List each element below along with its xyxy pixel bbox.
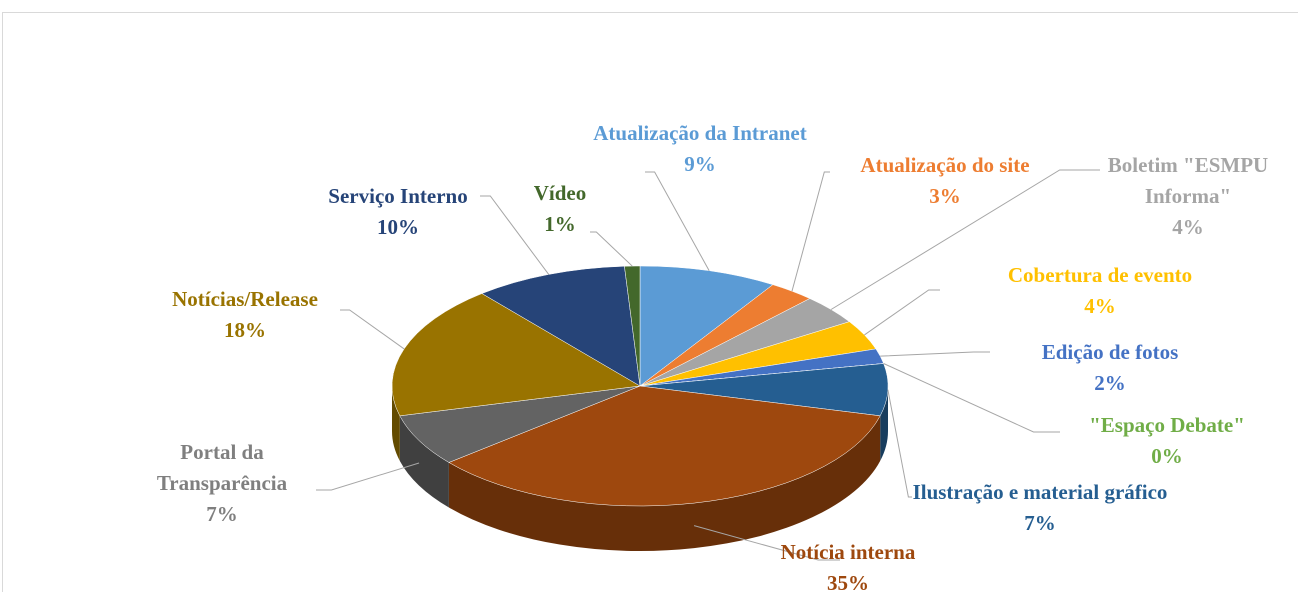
value-label: 2% <box>995 368 1225 399</box>
category-label: Portal da Transparência <box>132 437 312 499</box>
category-label: Serviço Interno <box>288 181 508 212</box>
category-label: Boletim "ESMPU Informa" <box>1098 150 1278 212</box>
leader-line <box>864 290 940 335</box>
value-label: 4% <box>970 291 1230 322</box>
category-label: Notícia interna <box>733 537 963 568</box>
value-label: 3% <box>815 181 1075 212</box>
category-label: Atualização do site <box>815 150 1075 181</box>
category-label: Vídeo <box>500 178 620 209</box>
value-label: 4% <box>1098 212 1278 243</box>
data-label: "Espaço Debate"0% <box>1052 410 1282 472</box>
category-label: Ilustração e material gráfico <box>905 477 1175 508</box>
category-label: "Espaço Debate" <box>1052 410 1282 441</box>
value-label: 9% <box>540 149 860 180</box>
category-label: Edição de fotos <box>995 337 1225 368</box>
value-label: 7% <box>132 499 312 530</box>
category-label: Atualização da Intranet <box>540 118 860 149</box>
value-label: 10% <box>288 212 508 243</box>
value-label: 35% <box>733 568 963 599</box>
value-label: 18% <box>135 315 355 346</box>
value-label: 0% <box>1052 441 1282 472</box>
category-label: Notícias/Release <box>135 284 355 315</box>
category-label: Cobertura de evento <box>970 260 1230 291</box>
leader-line <box>880 352 990 356</box>
data-label: Boletim "ESMPU Informa"4% <box>1098 150 1278 243</box>
value-label: 1% <box>500 209 620 240</box>
leader-line <box>645 172 709 271</box>
value-label: 7% <box>905 508 1175 539</box>
